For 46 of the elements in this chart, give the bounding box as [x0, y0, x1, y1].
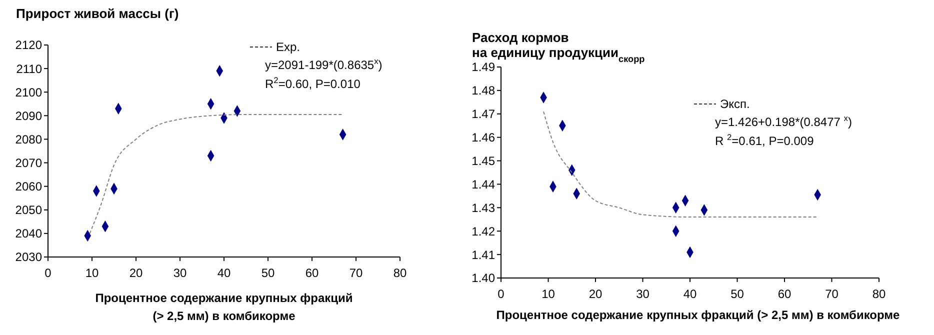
y-tick-label: 1.42: [472, 224, 496, 238]
x-tick-label: 30: [636, 287, 650, 301]
x-tick-label: 40: [217, 266, 231, 280]
y-tick-label: 1.43: [472, 200, 496, 215]
text: Exp.: [276, 40, 300, 54]
x-tick-label: 40: [683, 287, 697, 301]
y-tick-label: 2050: [15, 203, 42, 218]
x-tick-label: 80: [872, 287, 886, 301]
y-tick-label: 2060: [15, 180, 42, 194]
y-tick-label: 2030: [15, 250, 42, 264]
x-tick-label: 10: [542, 287, 556, 301]
y-tick-label: 1.40: [472, 271, 496, 286]
x-axis-title: Процентное содержание крупных фракций (> 2,5 мм) в комбикорме: [496, 308, 900, 322]
annotation: R$^{2}$=0.60, P=0.010: [265, 75, 361, 91]
y-tick-label: 2040: [15, 226, 42, 241]
x-tick-label: 10: [85, 266, 99, 280]
text: Эксп.: [720, 97, 750, 112]
y-tick-label: 2080: [15, 132, 42, 146]
y-tick-label: 1.45: [472, 154, 496, 168]
x-tick-label: 70: [825, 287, 839, 301]
y-tick-label: 2120: [15, 38, 42, 52]
y-tick-label: 1.44: [472, 177, 496, 192]
x-tick-label: 20: [588, 287, 602, 301]
y-tick-label: 2110: [16, 62, 42, 76]
x-tick-label: 20: [129, 266, 143, 280]
y-tick-label: 1.41: [472, 248, 496, 262]
x-tick-label: 30: [173, 266, 187, 280]
y-tick-label: 1.48: [472, 84, 496, 98]
y-tick-label: 2090: [15, 108, 42, 123]
y-tick-label: 2100: [15, 85, 42, 100]
annotation: y=1.426+0.198*(0.8477 $^{x}$): [715, 113, 852, 129]
x-tick-label: 60: [305, 266, 319, 280]
x-tick-label: 80: [393, 266, 407, 280]
x-tick-label: 50: [730, 287, 744, 301]
x-tick-label: 70: [349, 266, 363, 280]
x-tick-label: 0: [44, 266, 52, 280]
y-tick-label: 2070: [15, 156, 42, 170]
y-tick-label: 1.47: [472, 107, 496, 122]
chart-title: Прирост живой массы (г): [16, 6, 179, 21]
x-tick-label: 50: [261, 266, 275, 280]
annotation: y=2091-199*(0.8635$^{x}$): [265, 56, 382, 72]
y-tick-label: 1.46: [472, 130, 496, 145]
x-tick-label: 60: [778, 287, 792, 301]
x-axis-title: Процентное содержание крупных фракций (> 2,5 мм) в комбикорме: [95, 291, 353, 323]
x-tick-label: 0: [498, 287, 505, 301]
annotation: R $^{2}$=0.61, P=0.009: [715, 132, 814, 148]
